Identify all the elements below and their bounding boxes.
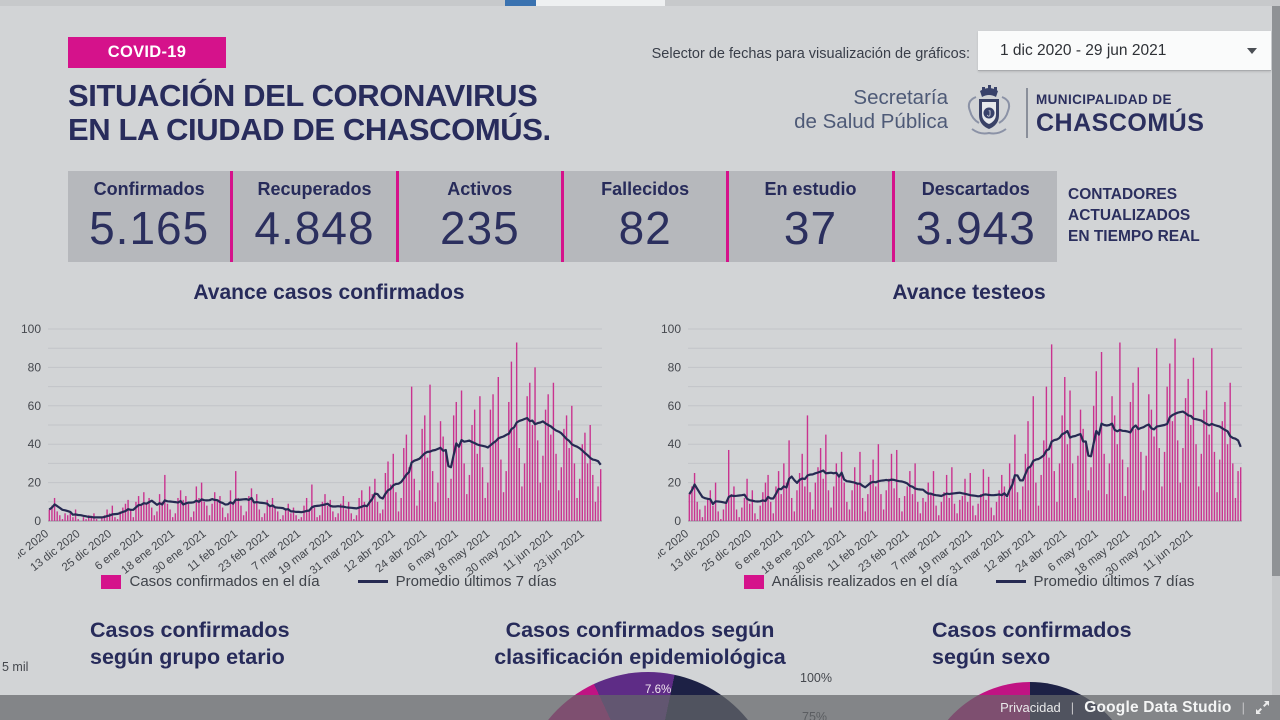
counter-recuperados: Recuperados 4.848 [230, 171, 395, 262]
counters-panel: Confirmados 5.165 Recuperados 4.848 Acti… [68, 171, 1057, 262]
line-legend-swatch [357, 580, 388, 583]
counter-label: Confirmados [93, 179, 205, 199]
chart-legend: Análisis realizados en el día Promedio ú… [658, 573, 1280, 590]
fullscreen-icon[interactable] [1255, 700, 1270, 715]
section-title-grupo-etario: Casos confirmados según grupo etario [90, 617, 290, 671]
privacy-link[interactable]: Privacidad [1000, 700, 1061, 715]
footer-bar: Privacidad | Google Data Studio | [0, 695, 1280, 720]
secretaria-label: Secretaría de Salud Pública [740, 86, 948, 134]
svg-text:60: 60 [668, 399, 682, 413]
counter-value: 4.848 [254, 202, 375, 254]
footer-divider: | [1070, 700, 1075, 715]
chart-legend: Casos confirmados en el día Promedio últ… [18, 573, 640, 590]
counter-activos: Activos 235 [395, 171, 561, 262]
secretaria-line2: de Salud Pública [794, 110, 948, 133]
counter-value: 82 [618, 202, 672, 254]
footer-divider: | [1241, 700, 1245, 715]
note-line1: CONTADORES [1068, 186, 1178, 203]
etario-axis-label: 5 mil [2, 660, 29, 674]
note-line3: EN TIEMPO REAL [1068, 228, 1200, 245]
svg-text:0: 0 [674, 514, 681, 528]
vertical-scrollbar-thumb[interactable] [1272, 6, 1280, 576]
svg-text:60: 60 [28, 399, 42, 413]
bar-legend-swatch [101, 574, 122, 589]
google-data-studio-link[interactable]: Google Data Studio [1084, 698, 1232, 716]
note-line2: ACTUALIZADOS [1068, 207, 1191, 224]
counter-label: Fallecidos [601, 179, 690, 199]
page-title: SITUACIÓN DEL CORONAVIRUS EN LA CIUDAD D… [68, 79, 551, 147]
counter-value: 3.943 [915, 202, 1036, 254]
logo-divider [1026, 88, 1028, 138]
secretaria-line1: Secretaría [853, 86, 948, 109]
chart-title: Avance casos confirmados [193, 281, 465, 304]
section-title-sexo: Casos confirmados según sexo [932, 617, 1132, 671]
date-range-dropdown[interactable]: 1 dic 2020 - 29 jun 2021 [978, 31, 1271, 71]
counter-value: 5.165 [89, 202, 210, 254]
date-selector-label: Selector de fechas para visualización de… [651, 46, 970, 62]
section-title-line2: según sexo [932, 645, 1051, 669]
progress-segment-white [536, 0, 665, 6]
progress-segment-blue [505, 0, 536, 6]
section-title-line2: según grupo etario [90, 645, 285, 669]
clasificacion-axis-100: 100% [800, 671, 832, 685]
chart-testeos: Avance testeos 0204060801001 dic 202013 … [658, 281, 1280, 590]
counter-value: 37 [783, 202, 838, 254]
chart-casos-confirmados: Avance casos confirmados 0204060801001 d… [18, 281, 640, 590]
municipality-line1: MUNICIPALIDAD DE [1036, 92, 1172, 107]
section-title-clasificacion: Casos confirmados según clasificación ep… [455, 617, 825, 671]
municipality-line2: CHASCOMÚS [1036, 109, 1205, 137]
date-range-value: 1 dic 2020 - 29 jun 2021 [1000, 41, 1167, 59]
line-legend-label: Promedio últimos 7 días [1033, 573, 1195, 590]
svg-text:J: J [987, 110, 991, 119]
counter-value: 235 [439, 202, 520, 254]
counter-fallecidos: Fallecidos 82 [560, 171, 726, 262]
line-legend-swatch [995, 580, 1026, 583]
svg-text:80: 80 [668, 360, 682, 374]
bar-legend-label: Casos confirmados en el día [129, 573, 320, 590]
svg-text:40: 40 [668, 437, 682, 451]
covid-badge: COVID-19 [68, 37, 226, 68]
svg-text:100: 100 [661, 322, 681, 336]
bar-legend-swatch [743, 574, 764, 589]
section-title-line1: Casos confirmados según [505, 618, 775, 642]
counter-confirmados: Confirmados 5.165 [68, 171, 230, 262]
municipality-wordmark: MUNICIPALIDAD DE CHASCOMÚS [1036, 92, 1204, 138]
vertical-scrollbar-track[interactable] [1272, 0, 1280, 695]
svg-text:20: 20 [668, 476, 682, 490]
svg-text:100: 100 [21, 322, 41, 336]
svg-text:20: 20 [28, 476, 42, 490]
section-title-line1: Casos confirmados [90, 618, 290, 642]
section-title-line2: clasificación epidemiológica [494, 645, 786, 669]
section-title-line1: Casos confirmados [932, 618, 1132, 642]
top-progress-strip [0, 0, 1280, 6]
page-title-line2: EN LA CIUDAD DE CHASCOMÚS. [68, 112, 551, 147]
page-title-line1: SITUACIÓN DEL CORONAVIRUS [68, 78, 538, 113]
pie-slice-label: 7.6% [645, 684, 672, 696]
realtime-counters-note: CONTADORES ACTUALIZADOS EN TIEMPO REAL [1068, 184, 1200, 247]
municipality-crest-icon: J [967, 85, 1011, 135]
chevron-down-icon [1247, 48, 1257, 54]
bar-legend-label: Análisis realizados en el día [771, 573, 958, 590]
chart-title: Avance testeos [892, 281, 1046, 304]
counter-label: Activos [447, 179, 513, 199]
counter-descartados: Descartados 3.943 [891, 171, 1057, 262]
counter-label: Recuperados [257, 179, 372, 199]
svg-text:80: 80 [28, 360, 42, 374]
svg-text:40: 40 [28, 437, 42, 451]
svg-text:0: 0 [34, 514, 41, 528]
counter-en-estudio: En estudio 37 [726, 171, 891, 262]
line-legend-label: Promedio últimos 7 días [395, 573, 557, 590]
counter-label: En estudio [764, 179, 857, 199]
counter-label: Descartados [921, 179, 1030, 199]
